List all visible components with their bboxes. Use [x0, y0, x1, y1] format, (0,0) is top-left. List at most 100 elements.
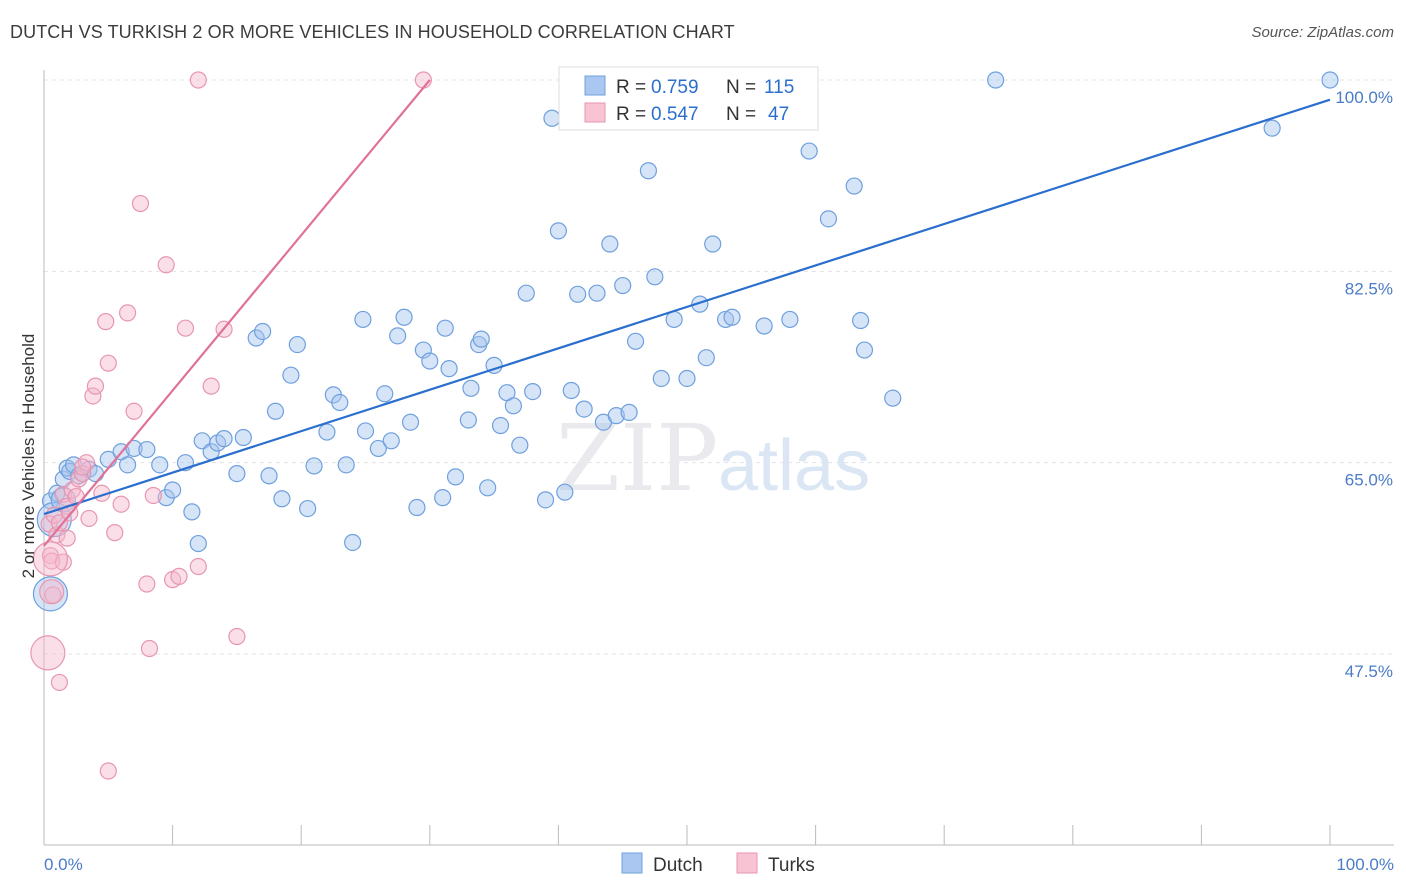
turks-point	[170, 567, 188, 585]
dutch-point	[562, 381, 580, 400]
dutch-point	[549, 222, 568, 240]
dutch-point	[697, 349, 715, 367]
dutch-point	[1321, 71, 1339, 89]
turks-point	[118, 304, 137, 322]
dutch-point	[517, 284, 535, 302]
turks-point	[228, 627, 246, 646]
dutch-point	[395, 308, 413, 326]
zipatlas-watermark: ZIP atlas	[556, 405, 870, 512]
stats-n-value-dutch: 115	[764, 77, 794, 98]
dutch-point	[781, 310, 799, 329]
dutch-point	[462, 379, 480, 397]
dutch-point	[678, 369, 696, 388]
dutch-point	[318, 423, 336, 441]
dutch-point	[536, 491, 555, 509]
dutch-point	[215, 430, 233, 448]
dutch-point	[446, 468, 465, 486]
dutch-point	[382, 432, 400, 450]
dutch-point	[479, 479, 497, 497]
dutch-point	[354, 310, 372, 329]
dutch-point	[288, 335, 306, 354]
dutch-point	[626, 332, 645, 350]
legend-label-dutch: Dutch	[653, 855, 703, 876]
turks-point	[86, 377, 105, 395]
dutch-point	[652, 369, 670, 388]
x-tick-labels: 0.0% 100.0%	[44, 855, 1394, 874]
dutch-point	[723, 308, 741, 326]
turks-point	[99, 354, 117, 372]
turks-point	[157, 256, 175, 274]
legend-swatch-dutch	[621, 852, 643, 874]
stats-n-label-dutch: N =	[726, 77, 756, 98]
dutch-point	[845, 177, 863, 195]
dutch-point	[408, 498, 426, 517]
turks-point	[131, 194, 150, 213]
watermark-zip: ZIP	[556, 405, 718, 512]
turks-point	[84, 387, 102, 405]
turks-point	[189, 71, 207, 89]
dutch-point	[299, 499, 317, 518]
turks-point	[138, 575, 156, 593]
dutch-point	[543, 109, 561, 127]
turks-point	[202, 377, 220, 395]
y-tick-label: 65.0%	[1345, 471, 1393, 490]
stats-r-value-dutch: 0.759	[651, 77, 699, 98]
dutch-point-large	[36, 501, 72, 538]
dutch-point	[601, 235, 619, 253]
turks-point	[189, 557, 207, 576]
turks-point-large	[30, 635, 66, 671]
dutch-point	[183, 503, 201, 521]
dutch-points	[32, 71, 1339, 612]
dutch-point	[189, 534, 207, 553]
stats-legend-swatch-dutch	[584, 75, 606, 96]
dutch-point	[704, 235, 722, 253]
stats-r-label-dutch: R =	[616, 77, 646, 98]
dutch-point	[118, 456, 137, 474]
dutch-point	[614, 276, 632, 295]
turks-point	[125, 402, 143, 420]
y-axis-title: 2 or more Vehicles in Household	[19, 334, 38, 579]
dutch-point	[716, 310, 735, 329]
dutch-point	[164, 481, 182, 499]
dutch-trend-line	[43, 98, 1331, 516]
dutch-point	[607, 407, 625, 425]
turks-point	[73, 465, 92, 483]
chart-source: Source: ZipAtlas.com	[1251, 24, 1394, 41]
dutch-point	[337, 456, 355, 474]
legend-swatch-turks	[736, 852, 758, 874]
stats-n-label-turks: N =	[726, 104, 756, 125]
turks-trend-line	[43, 79, 431, 547]
x-tick-label-min: 0.0%	[44, 855, 83, 874]
legend-label-turks: Turks	[768, 855, 815, 876]
dutch-point	[575, 400, 593, 418]
dutch-point	[421, 352, 439, 370]
bottom-legend: Dutch Turks	[621, 852, 815, 876]
dutch-point	[800, 142, 818, 160]
x-tick-label-max: 100.0%	[1336, 855, 1394, 874]
dutch-point	[511, 436, 529, 454]
dutch-point	[569, 285, 587, 303]
axes	[43, 70, 1394, 846]
turks-point	[112, 495, 130, 513]
turks-point	[44, 586, 62, 604]
dutch-point	[228, 465, 246, 483]
dutch-point	[151, 456, 169, 474]
turks-point	[58, 529, 76, 547]
dutch-point	[472, 330, 490, 348]
dutch-point	[855, 341, 874, 359]
dutch-point	[401, 413, 420, 431]
dutch-point	[138, 440, 156, 459]
dutch-point	[254, 322, 272, 341]
dutch-point	[436, 319, 454, 337]
stats-n-value-turks: 47	[768, 104, 789, 125]
dutch-point	[414, 341, 432, 359]
turks-point	[73, 458, 92, 476]
stats-legend: R = 0.759 N = 115 R = 0.547 N = 47	[558, 66, 819, 131]
turks-point	[144, 486, 162, 505]
dutch-point	[282, 366, 300, 384]
dutch-point	[1263, 119, 1281, 137]
dutch-point	[556, 483, 574, 501]
turks-point	[50, 673, 69, 692]
dutch-point	[369, 439, 387, 458]
turks-point-medium	[39, 579, 65, 605]
